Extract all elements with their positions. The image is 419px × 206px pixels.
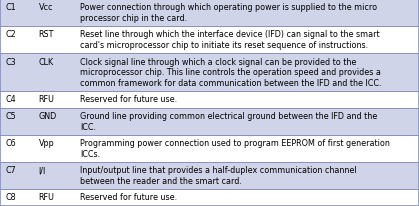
Text: RFU: RFU [39,192,54,201]
Text: Input/output line that provides a half-duplex communication channel
between the : Input/output line that provides a half-d… [80,165,357,185]
Text: C6: C6 [5,138,16,147]
Bar [0,189,419,206]
Bar [0,54,419,91]
Text: C7: C7 [5,165,16,174]
Bar [0,27,419,54]
Text: Programming power connection used to program EEPROM of first generation
ICCs.: Programming power connection used to pro… [80,138,391,158]
Text: C2: C2 [5,30,16,39]
Bar [0,108,419,135]
Text: Reserved for future use.: Reserved for future use. [80,95,178,104]
Bar [0,135,419,162]
Bar [0,0,419,27]
Bar [0,162,419,189]
Text: Vpp: Vpp [39,138,54,147]
Text: RFU: RFU [39,95,54,104]
Text: RST: RST [39,30,54,39]
Text: Reserved for future use.: Reserved for future use. [80,192,178,201]
Text: Ground line providing common electrical ground between the IFD and the
ICC.: Ground line providing common electrical … [80,111,378,131]
Text: C4: C4 [5,95,16,104]
Text: C5: C5 [5,111,16,120]
Text: C8: C8 [5,192,16,201]
Text: Power connection through which operating power is supplied to the micro
processo: Power connection through which operating… [80,3,378,23]
Bar [0,91,419,108]
Text: Clock signal line through which a clock signal can be provided to the
microproce: Clock signal line through which a clock … [80,57,382,88]
Text: C3: C3 [5,57,16,66]
Text: C1: C1 [5,3,16,12]
Text: Reset line through which the interface device (IFD) can signal to the smart
card: Reset line through which the interface d… [80,30,380,50]
Text: Vcc: Vcc [39,3,53,12]
Text: I/I: I/I [39,165,46,174]
Text: CLK: CLK [39,57,54,66]
Text: GND: GND [39,111,57,120]
